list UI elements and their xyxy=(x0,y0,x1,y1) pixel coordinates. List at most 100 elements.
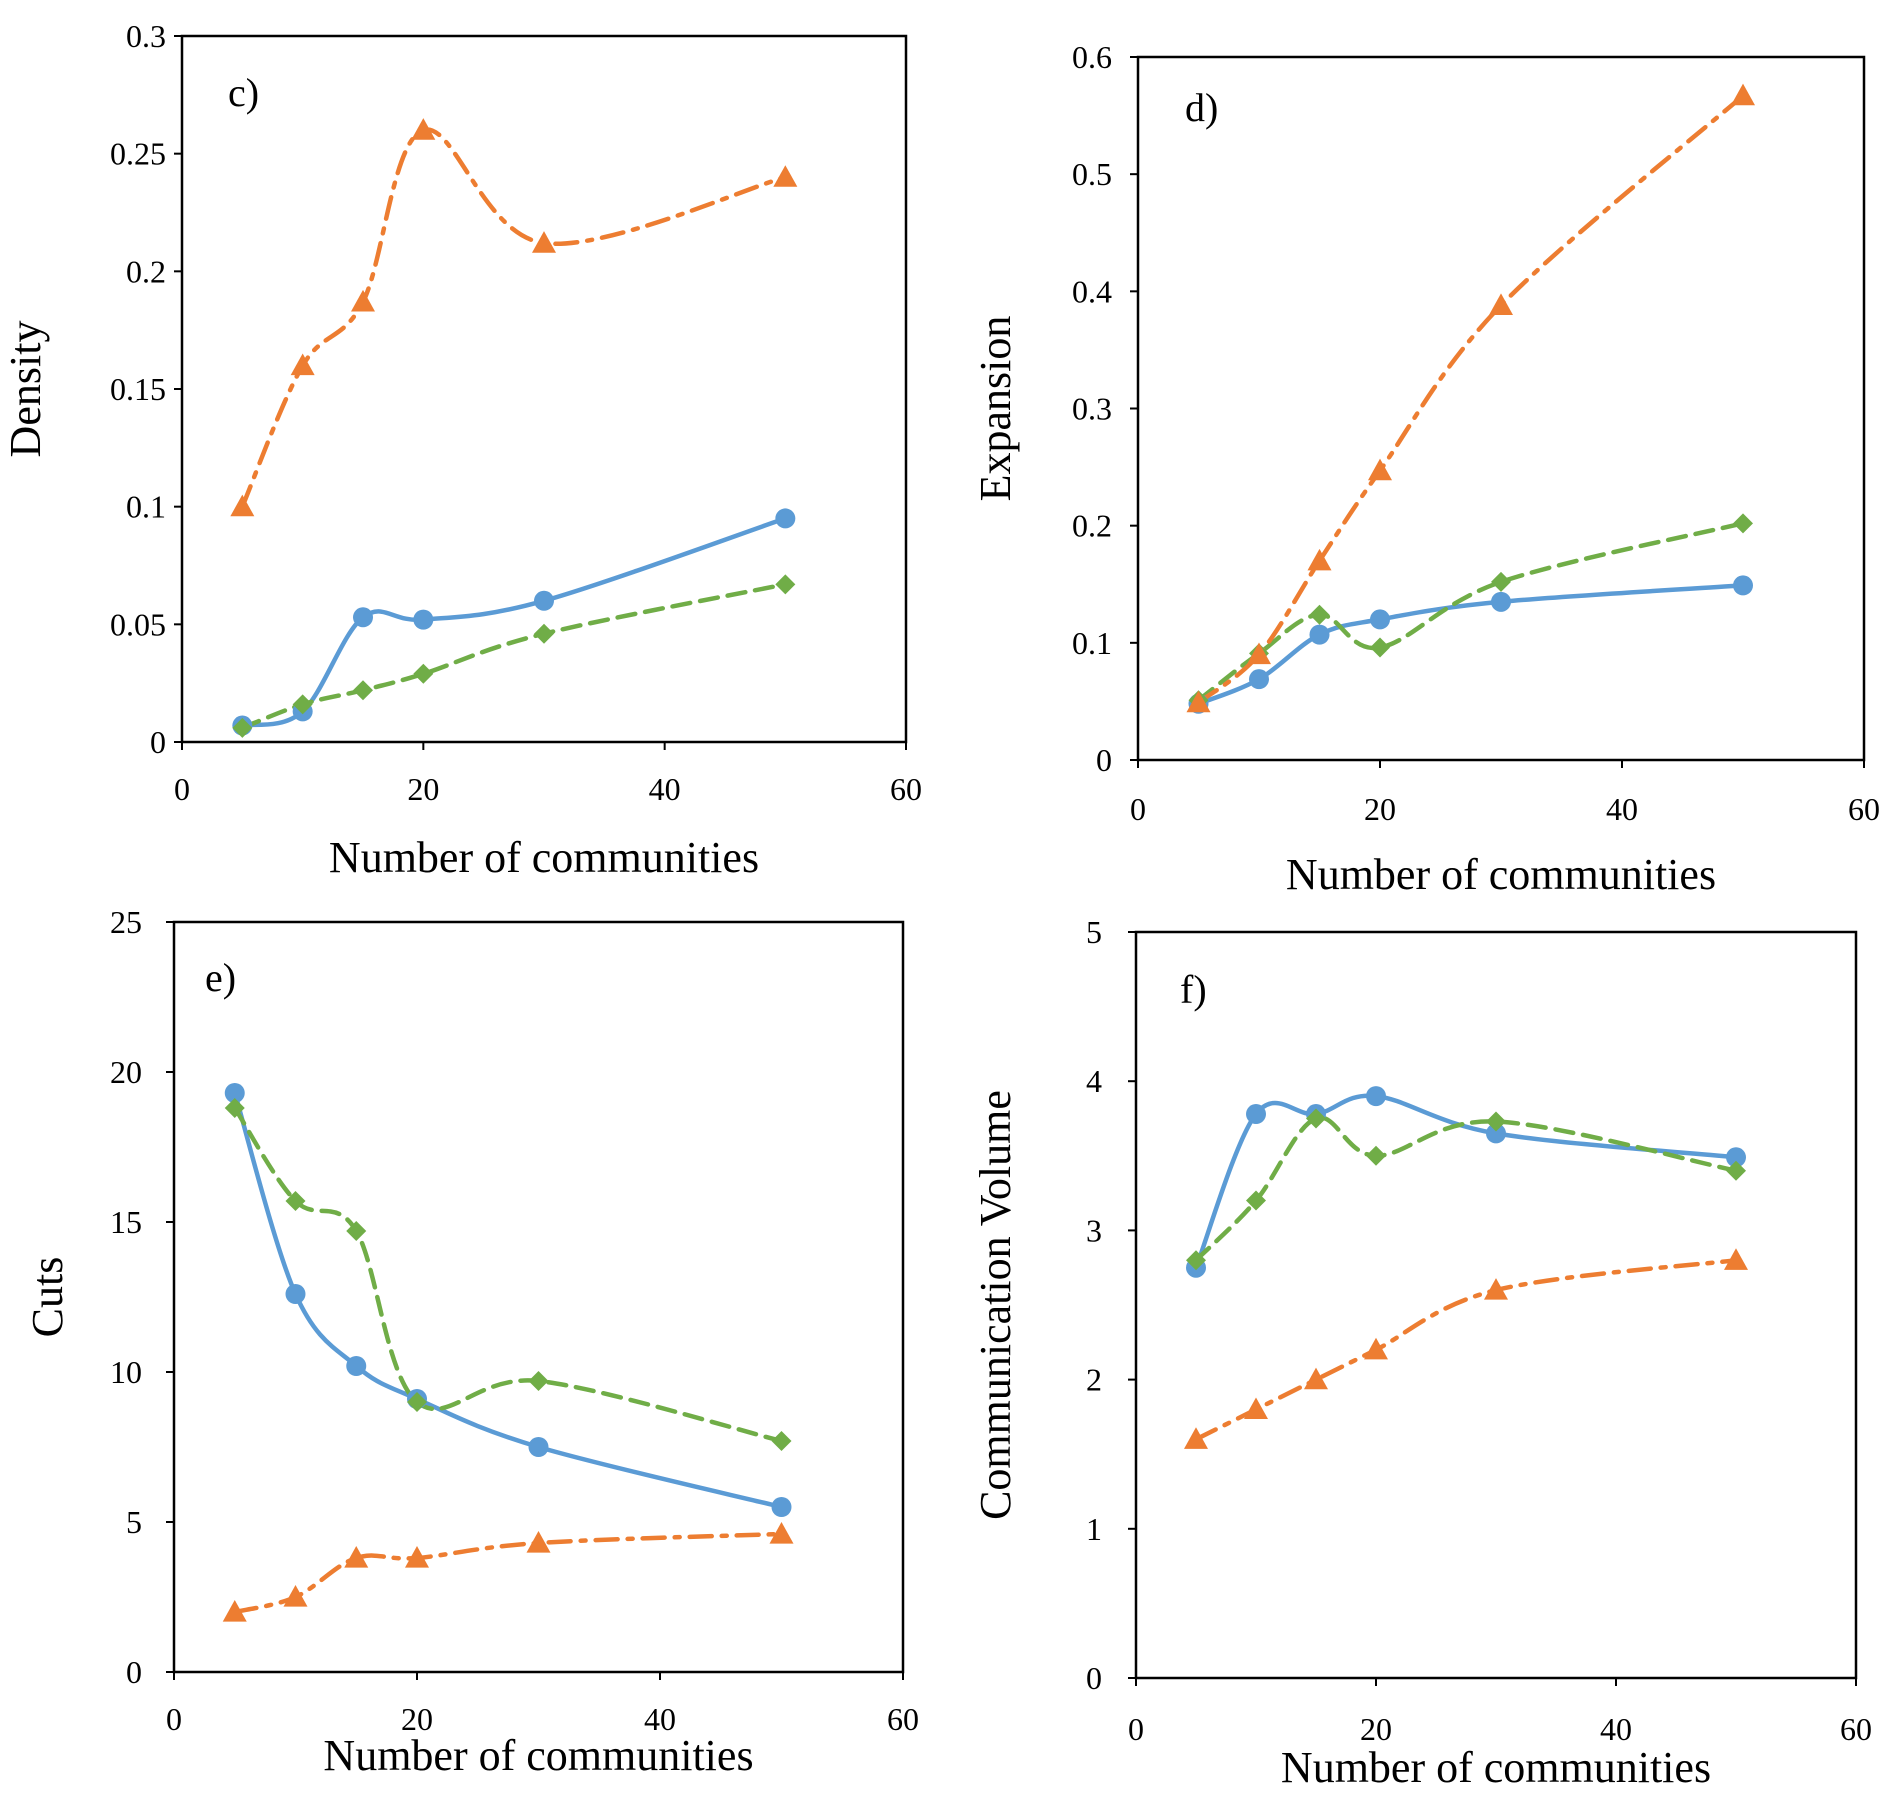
data-point-triangle xyxy=(1724,1248,1748,1270)
y-tick-label: 20 xyxy=(110,1054,142,1090)
y-tick-label: 0.2 xyxy=(1072,508,1112,544)
data-point-circle xyxy=(413,609,434,630)
y-tick-label: 0.1 xyxy=(1072,625,1112,661)
panel-c: 0 20 40 60 0 0.05 0.1 0.15 0.2 0.25 0.3 Number of c… xyxy=(1,18,922,882)
data-point-triangle xyxy=(405,1546,429,1568)
data-point-diamond xyxy=(1186,1250,1206,1271)
data-point-circle xyxy=(1491,591,1511,612)
data-point-circle xyxy=(353,607,373,628)
x-tick-label: 20 xyxy=(1364,791,1396,827)
data-point-circle xyxy=(775,508,796,529)
y-tick-label: 0.4 xyxy=(1072,273,1112,309)
data-point-triangle xyxy=(769,1522,794,1544)
x-tick-label: 0 xyxy=(166,1701,182,1737)
data-point-triangle xyxy=(230,494,255,517)
data-point-circle xyxy=(1309,624,1330,645)
y-tick-label: 0 xyxy=(150,724,166,760)
x-tick-label: 40 xyxy=(1606,791,1638,827)
y-tick-label: 4 xyxy=(1086,1063,1102,1099)
panel-label: c) xyxy=(228,70,259,115)
data-point-circle xyxy=(224,1083,245,1103)
data-point-triangle xyxy=(283,1585,308,1607)
data-point-triangle xyxy=(773,165,798,187)
y-tick-label: 0.3 xyxy=(1072,391,1112,427)
x-tick-label: 60 xyxy=(890,771,922,807)
data-point-diamond xyxy=(528,1371,549,1391)
y-tick-label: 5 xyxy=(1086,914,1102,950)
data-point-circle xyxy=(1366,1086,1386,1107)
x-tick-label: 60 xyxy=(887,1701,919,1737)
data-point-diamond xyxy=(413,663,434,684)
plot-frame xyxy=(1136,55,1866,762)
x-tick-label: 60 xyxy=(1848,791,1880,827)
data-point-triangle xyxy=(1489,293,1513,315)
series-line-green-diamond-dashed xyxy=(1193,1115,1739,1263)
data-point-diamond xyxy=(1726,1160,1746,1181)
data-point-diamond xyxy=(1366,1145,1386,1166)
series-line-blue-circle-solid xyxy=(1193,1093,1739,1270)
y-tick-label: 0.05 xyxy=(110,606,166,642)
data-point-triangle xyxy=(351,289,375,312)
x-axis-label: Number of communities xyxy=(329,833,759,882)
data-point-diamond xyxy=(771,1431,792,1451)
y-axis-label: Expansion xyxy=(971,316,1020,502)
data-point-triangle xyxy=(290,353,315,376)
data-point-diamond xyxy=(407,1392,427,1412)
data-point-triangle xyxy=(1184,1427,1208,1449)
data-point-triangle xyxy=(526,1531,551,1553)
x-tick-label: 0 xyxy=(174,771,190,807)
y-tick-label: 0.5 xyxy=(1072,156,1112,192)
data-point-diamond xyxy=(1306,1108,1326,1129)
series-line-green-diamond-dashed xyxy=(232,1105,784,1444)
data-point-triangle xyxy=(1364,1337,1388,1360)
plot-frame xyxy=(1134,930,1858,1680)
x-tick-label: 40 xyxy=(649,771,681,807)
series-line-blue-circle-solid xyxy=(240,516,788,728)
y-tick-label: 0 xyxy=(1096,742,1112,778)
data-point-diamond xyxy=(224,1098,245,1118)
data-point-triangle xyxy=(411,118,436,140)
y-tick-label: 5 xyxy=(126,1504,142,1540)
y-axis-label: Communication Volume xyxy=(971,1090,1020,1520)
series-line-orange-triangle-dashdot xyxy=(1196,93,1746,705)
data-point-circle xyxy=(771,1497,792,1517)
data-point-diamond xyxy=(232,717,253,738)
data-point-circle xyxy=(534,590,554,611)
data-point-circle xyxy=(528,1437,549,1457)
panel-d: 0 20 40 60 0 0.1 0.2 0.3 0.4 0.5 0.6 Number of comm… xyxy=(971,39,1880,899)
data-point-triangle xyxy=(1186,690,1211,713)
x-tick-label: 20 xyxy=(401,1701,433,1737)
panel-label: f) xyxy=(1180,967,1207,1012)
data-point-triangle xyxy=(222,1600,247,1622)
series-line-blue-circle-solid xyxy=(1196,583,1746,707)
y-tick-label: 1 xyxy=(1086,1511,1102,1547)
series-line-orange-triangle-dashdot xyxy=(240,127,788,509)
y-tick-label: 3 xyxy=(1086,1212,1102,1248)
data-point-diamond xyxy=(353,680,373,701)
y-tick-label: 0.2 xyxy=(126,253,166,289)
data-point-diamond xyxy=(1486,1111,1506,1132)
y-tick-label: 0 xyxy=(126,1654,142,1690)
panel-e: 0 20 40 60 0 5 10 15 20 25 Number of communities Cu… xyxy=(23,904,919,1780)
data-point-circle xyxy=(285,1284,306,1304)
data-point-circle xyxy=(1733,575,1753,596)
x-tick-label: 60 xyxy=(1840,1711,1872,1747)
series-line-blue-circle-solid xyxy=(232,1090,784,1510)
data-point-diamond xyxy=(285,1191,306,1211)
data-point-circle xyxy=(1246,1104,1266,1125)
data-point-diamond xyxy=(292,694,313,715)
data-point-circle xyxy=(1370,609,1390,630)
data-point-triangle xyxy=(1247,642,1271,665)
x-tick-label: 20 xyxy=(1360,1711,1392,1747)
panel-label: e) xyxy=(205,955,236,1000)
data-point-circle xyxy=(346,1356,367,1376)
data-point-diamond xyxy=(1491,571,1511,592)
data-point-circle xyxy=(1249,669,1269,690)
x-axis-label: Number of communities xyxy=(1286,850,1716,899)
y-tick-label: 0.6 xyxy=(1072,39,1112,75)
series-line-green-diamond-dashed xyxy=(1196,521,1746,703)
data-point-triangle xyxy=(1484,1278,1508,1300)
plot-frame xyxy=(172,920,905,1674)
x-tick-label: 0 xyxy=(1130,791,1146,827)
